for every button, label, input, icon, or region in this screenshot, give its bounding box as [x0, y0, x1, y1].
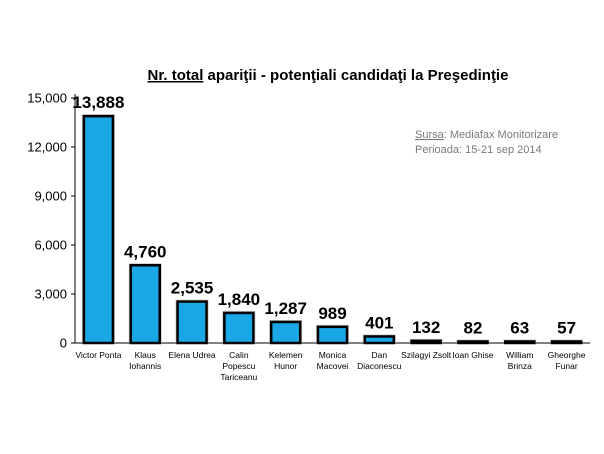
period-note: Perioada: 15-21 sep 2014: [415, 144, 542, 156]
bar: [550, 340, 583, 345]
x-tick-label: Gheorghe Funar: [548, 350, 586, 371]
x-tick-label: Elena Udrea: [168, 350, 216, 360]
bar: [269, 320, 302, 345]
x-tick-label: Klaus Iohannis: [129, 350, 161, 371]
bar: [363, 335, 396, 345]
data-label: 1,840: [218, 290, 261, 309]
x-tick-labels: Victor Ponta Klaus Iohannis Elena Udrea Cali…: [75, 350, 585, 382]
x-tick-label: Ioan Ghise: [452, 350, 493, 360]
x-tick-label: William Brinza: [506, 350, 533, 371]
y-tick-label: 0: [60, 336, 67, 351]
source-note: Sursa: Mediafax Monitorizare: [415, 129, 558, 141]
y-tick-label: 6,000: [34, 238, 67, 253]
data-label: 57: [557, 319, 576, 338]
source-value: : Mediafax Monitorizare: [444, 129, 558, 141]
x-tick-label: Dan Diaconescu: [357, 350, 402, 371]
bar: [457, 340, 489, 345]
x-tick-label: Kelemen Hunor: [269, 350, 303, 371]
data-label: 63: [510, 319, 529, 338]
bar: [504, 340, 536, 345]
data-label: 1,287: [264, 299, 307, 318]
y-tick-label: 15,000: [27, 91, 67, 106]
data-label: 401: [365, 313, 393, 332]
y-tick-label: 3,000: [34, 287, 67, 302]
chart-title-rest: apariţii - potenţiali candidaţi la Preşe…: [203, 67, 508, 84]
data-label: 4,760: [124, 242, 167, 261]
bars: [81, 114, 584, 345]
data-label: 989: [318, 304, 346, 323]
x-tick-label: Monica Macovei: [317, 350, 349, 371]
bar: [82, 114, 115, 345]
y-tick-label: 9,000: [34, 189, 67, 204]
data-label: 13,888: [72, 93, 124, 112]
y-axis: 0 3,000 6,000 9,000 12,000 15,000: [27, 91, 590, 351]
x-tick-label: Szilagyi Zsolt: [401, 350, 452, 360]
x-tick-label: Victor Ponta: [75, 350, 121, 360]
bar: [316, 325, 349, 345]
data-label: 132: [412, 318, 440, 337]
bar: [129, 264, 161, 345]
bar: [176, 300, 208, 345]
x-tick-label: Calin Popescu Tariceanu: [220, 350, 257, 382]
data-label: 2,535: [171, 279, 214, 298]
bar: [223, 311, 255, 345]
source-label: Sursa: [415, 129, 445, 141]
chart-title-underlined: Nr. total: [148, 67, 204, 84]
data-label: 82: [463, 319, 482, 338]
chart-title: Nr. total apariţii - potenţiali candidaţ…: [148, 67, 509, 84]
bar: [410, 339, 442, 345]
y-tick-label: 12,000: [27, 140, 67, 155]
